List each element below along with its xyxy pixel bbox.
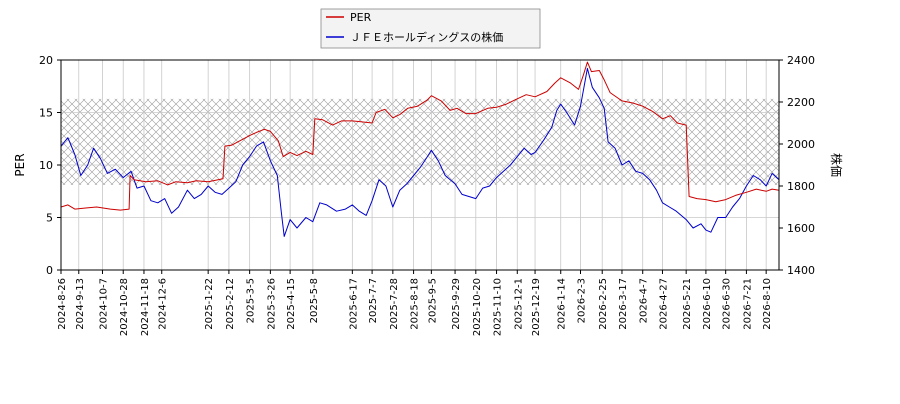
x-tick-label: 2024-9-13 <box>75 278 86 330</box>
left-tick-label: 0 <box>46 264 53 277</box>
right-tick-label: 1600 <box>787 222 815 235</box>
x-tick-label: 2026-1-14 <box>557 278 568 330</box>
x-tick-label: 2025-6-17 <box>348 278 359 330</box>
right-axis: 1400 1600 1800 2000 2200 2400 <box>779 54 815 277</box>
left-tick-label: 10 <box>39 159 53 172</box>
legend-label-per: PER <box>350 11 372 24</box>
left-tick-label: 5 <box>46 212 53 225</box>
x-tick-label: 2025-4-15 <box>286 278 297 330</box>
legend: PER ＪＦＥホールディングスの株価 <box>320 8 541 49</box>
x-tick-label: 2025-12-19 <box>531 278 542 336</box>
x-tick-label: 2026-5-21 <box>682 278 693 330</box>
right-tick-label: 1400 <box>787 264 815 277</box>
left-tick-label: 15 <box>39 107 53 120</box>
x-tick-label: 2024-8-26 <box>57 278 68 330</box>
right-axis-label: 株価 <box>829 153 844 177</box>
series-layer <box>61 61 779 237</box>
x-axis: 2024-8-26 2024-9-13 2024-10-7 2024-10-28 202… <box>57 270 773 336</box>
left-axis: 0 5 10 15 20 <box>39 54 61 277</box>
legend-label-price: ＪＦＥホールディングスの株価 <box>350 30 503 44</box>
x-tick-label: 2026-6-30 <box>722 278 733 330</box>
grid-lines <box>60 59 779 271</box>
per-range-band <box>61 98 779 185</box>
x-tick-label: 2025-10-20 <box>472 278 483 336</box>
x-tick-label: 2025-11-10 <box>493 278 504 336</box>
x-tick-label: 2025-3-26 <box>266 278 277 330</box>
x-tick-label: 2026-4-27 <box>658 278 669 330</box>
left-axis-label: PER <box>13 153 27 176</box>
x-tick-label: 2024-12-6 <box>158 278 169 330</box>
per-series-line <box>61 61 779 211</box>
x-tick-label: 2025-1-22 <box>204 278 215 330</box>
x-tick-label: 2024-11-18 <box>140 278 151 336</box>
x-tick-label: 2025-2-12 <box>225 278 236 330</box>
x-tick-label: 2025-8-18 <box>410 278 421 330</box>
x-tick-label: 2025-9-29 <box>451 278 462 330</box>
right-tick-label: 2200 <box>787 96 815 109</box>
x-tick-label: 2025-5-8 <box>309 278 320 323</box>
right-tick-label: 2000 <box>787 138 815 151</box>
x-tick-label: 2026-3-17 <box>618 278 629 330</box>
x-tick-label: 2025-7-7 <box>368 278 379 323</box>
x-tick-label: 2025-9-5 <box>427 278 438 323</box>
x-tick-label: 2025-7-28 <box>389 278 400 330</box>
x-tick-label: 2025-12-1 <box>513 278 524 330</box>
x-tick-label: 2025-3-5 <box>246 278 257 323</box>
x-tick-label: 2024-10-28 <box>119 278 130 336</box>
x-tick-label: 2026-2-3 <box>576 278 587 323</box>
right-tick-label: 2400 <box>787 54 815 67</box>
right-tick-label: 1800 <box>787 180 815 193</box>
x-tick-label: 2026-2-25 <box>598 278 609 330</box>
legend-box <box>320 8 541 49</box>
x-tick-label: 2026-4-7 <box>639 278 650 323</box>
x-tick-label: 2026-6-10 <box>702 278 713 330</box>
x-tick-label: 2024-10-7 <box>98 278 109 330</box>
price-series-line <box>61 67 779 237</box>
left-tick-label: 20 <box>39 54 53 67</box>
x-tick-label: 2026-7-21 <box>742 278 753 330</box>
x-tick-label: 2026-8-10 <box>762 278 773 330</box>
